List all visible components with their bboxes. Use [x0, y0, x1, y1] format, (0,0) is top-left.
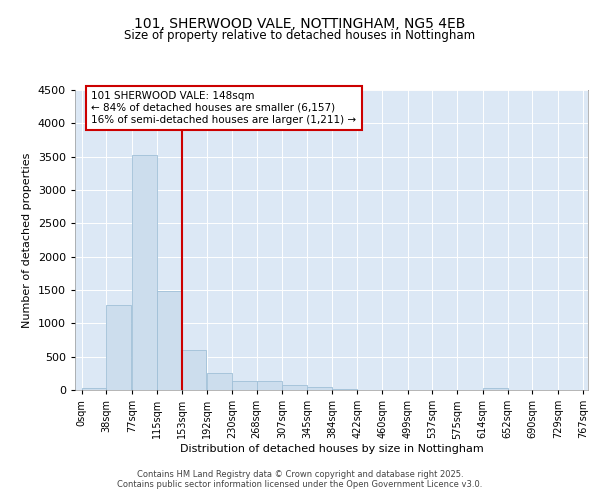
- Text: Size of property relative to detached houses in Nottingham: Size of property relative to detached ho…: [124, 29, 476, 42]
- Bar: [282, 384, 307, 390]
- Bar: [307, 388, 332, 390]
- Text: Contains HM Land Registry data © Crown copyright and database right 2025.
Contai: Contains HM Land Registry data © Crown c…: [118, 470, 482, 489]
- Bar: [483, 388, 508, 390]
- Bar: [232, 380, 257, 390]
- Bar: [257, 382, 281, 390]
- Bar: [207, 372, 232, 390]
- Text: 101, SHERWOOD VALE, NOTTINGHAM, NG5 4EB: 101, SHERWOOD VALE, NOTTINGHAM, NG5 4EB: [134, 18, 466, 32]
- Bar: [182, 350, 206, 390]
- X-axis label: Distribution of detached houses by size in Nottingham: Distribution of detached houses by size …: [179, 444, 484, 454]
- Bar: [82, 388, 106, 390]
- Bar: [157, 290, 182, 390]
- Text: 101 SHERWOOD VALE: 148sqm
← 84% of detached houses are smaller (6,157)
16% of se: 101 SHERWOOD VALE: 148sqm ← 84% of detac…: [91, 92, 356, 124]
- Bar: [132, 154, 157, 390]
- Y-axis label: Number of detached properties: Number of detached properties: [22, 152, 32, 328]
- Bar: [106, 304, 131, 390]
